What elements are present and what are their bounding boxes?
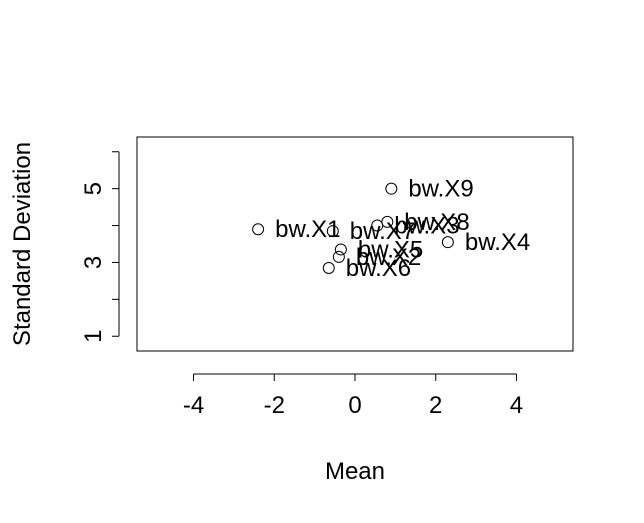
y-tick-label: 1	[80, 330, 107, 343]
point-label: bw.X8	[404, 209, 469, 236]
point-label: bw.X7	[350, 218, 415, 245]
x-axis: -4 -2 0 2 4	[183, 373, 523, 419]
x-tick-label: 4	[510, 392, 523, 419]
point-label: bw.X9	[408, 176, 473, 203]
data-point	[381, 215, 394, 228]
point-label: bw.X1	[275, 216, 340, 243]
data-points	[252, 182, 454, 274]
point-label: bw.X4	[465, 229, 530, 256]
data-point	[385, 182, 398, 195]
data-point	[332, 250, 345, 263]
x-axis-title: Mean	[325, 458, 385, 485]
data-point	[334, 243, 347, 256]
point-label: bw.X2	[356, 244, 421, 271]
data-point	[252, 223, 265, 236]
point-label: bw.X5	[358, 237, 423, 264]
y-tick-label: 5	[80, 182, 107, 195]
plot-frame	[136, 136, 574, 352]
y-axis: 1 3 5	[80, 151, 120, 343]
point-label: bw.X6	[346, 255, 411, 282]
point-label: bw.X3	[394, 213, 459, 240]
x-tick-label: -4	[183, 392, 204, 419]
x-tick-label: -2	[264, 392, 285, 419]
data-point	[441, 236, 454, 249]
data-point	[322, 261, 335, 274]
data-point	[326, 225, 339, 238]
y-tick-label: 3	[80, 256, 107, 269]
x-tick-label: 2	[429, 392, 442, 419]
y-axis-title: Standard Deviation	[9, 142, 36, 346]
x-tick-label: 0	[348, 392, 361, 419]
